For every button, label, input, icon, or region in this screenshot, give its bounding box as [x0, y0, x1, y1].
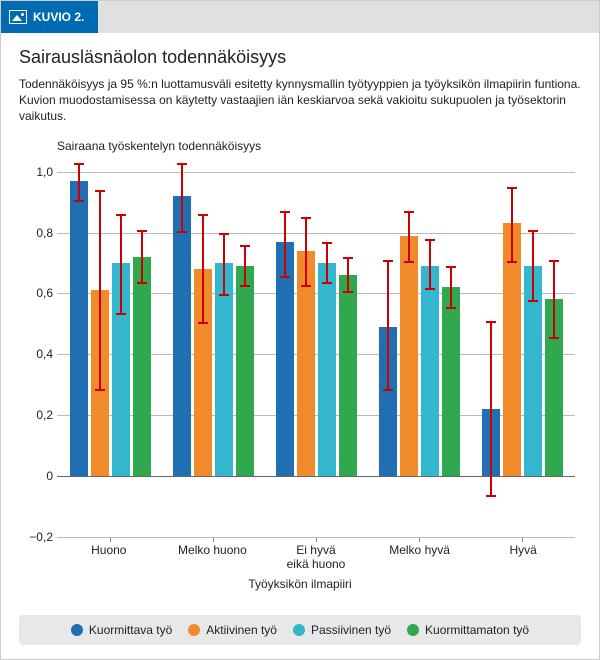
error-bar: [511, 187, 513, 263]
legend-label: Passiivinen työ: [311, 623, 391, 637]
error-bar: [181, 163, 183, 233]
image-icon: [9, 10, 27, 24]
figure-content: Sairausläsnäolon todennäköisyys Todennäk…: [1, 33, 599, 603]
chart-subtitle: Todennäköisyys ja 95 %:n luottamusväli e…: [19, 76, 581, 125]
bar: [400, 236, 418, 476]
y-tick-label: 0,4: [21, 347, 53, 361]
x-tick-label: Melko hyvä: [368, 543, 472, 572]
figure-header: KUVIO 2.: [1, 1, 599, 33]
bar: [339, 275, 357, 476]
bar: [318, 263, 336, 476]
error-bar: [450, 266, 452, 309]
error-bar: [347, 257, 349, 293]
y-tick-label: −0,2: [21, 530, 53, 544]
legend-item: Kuormittava työ: [71, 623, 172, 637]
legend-label: Kuormittava työ: [89, 623, 172, 637]
figure-label: KUVIO 2.: [33, 10, 84, 24]
error-bar: [141, 230, 143, 285]
chart-plot-area: −0,200,20,40,60,81,0: [57, 157, 575, 537]
error-bar: [223, 233, 225, 297]
error-bar: [553, 260, 555, 339]
bar: [70, 181, 88, 476]
chart-wrap: Sairaana työskentelyn todennäköisyys −0,…: [19, 139, 581, 592]
y-tick-label: 0,8: [21, 226, 53, 240]
y-tick-label: 0,6: [21, 286, 53, 300]
error-bar: [532, 230, 534, 303]
error-bar: [99, 190, 101, 391]
error-bar: [244, 245, 246, 288]
grid-line: [57, 233, 575, 234]
error-bar: [408, 211, 410, 263]
legend-label: Kuormittamaton työ: [425, 623, 529, 637]
error-bar: [429, 239, 431, 291]
bar: [173, 196, 191, 476]
error-bar: [78, 163, 80, 203]
legend-item: Kuormittamaton työ: [407, 623, 529, 637]
grid-line: [57, 476, 575, 477]
y-tick-label: 0,2: [21, 408, 53, 422]
y-tick-label: 1,0: [21, 165, 53, 179]
y-axis-title: Sairaana työskentelyn todennäköisyys: [57, 139, 581, 153]
error-bar: [387, 260, 389, 391]
legend-label: Aktiivinen työ: [206, 623, 277, 637]
legend-swatch: [71, 624, 83, 636]
x-axis-labels: HuonoMelko huonoEi hyväeikä huonoMelko h…: [57, 543, 575, 572]
y-tick-label: 0: [21, 469, 53, 483]
error-bar: [120, 214, 122, 314]
grid-line: [57, 172, 575, 173]
bar: [236, 266, 254, 476]
error-bar: [326, 242, 328, 285]
chart-legend: Kuormittava työ Aktiivinen työ Passiivinen…: [19, 615, 581, 645]
legend-swatch: [407, 624, 419, 636]
error-bar: [305, 217, 307, 287]
bar: [133, 257, 151, 476]
x-tick-label: Hyvä: [471, 543, 575, 572]
legend-item: Aktiivinen työ: [188, 623, 277, 637]
x-tick-label: Ei hyväeikä huono: [264, 543, 368, 572]
figure-container: KUVIO 2. Sairausläsnäolon todennäköisyys…: [0, 0, 600, 660]
x-tick-label: Melko huono: [161, 543, 265, 572]
error-bar: [490, 321, 492, 497]
legend-swatch: [293, 624, 305, 636]
bar: [442, 287, 460, 475]
x-axis-title: Työyksikön ilmapiiri: [19, 577, 581, 591]
chart-title: Sairausläsnäolon todennäköisyys: [19, 47, 581, 68]
figure-tab: KUVIO 2.: [1, 1, 98, 33]
x-tick-label: Huono: [57, 543, 161, 572]
error-bar: [284, 211, 286, 278]
legend-swatch: [188, 624, 200, 636]
legend-item: Passiivinen työ: [293, 623, 391, 637]
bar: [421, 266, 439, 476]
error-bar: [202, 214, 204, 323]
